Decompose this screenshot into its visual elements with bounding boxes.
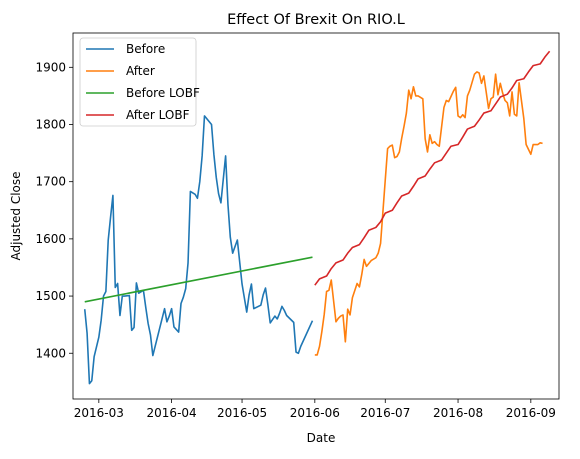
chart-title: Effect Of Brexit On RIO.L bbox=[227, 12, 405, 28]
legend-label-before-lobf: Before LOBF bbox=[126, 86, 200, 100]
plot-lines bbox=[83, 50, 551, 385]
y-tick-label: 1600 bbox=[35, 232, 66, 246]
y-tick-label: 1700 bbox=[35, 175, 66, 189]
series-line-before bbox=[83, 115, 314, 385]
series-line-before-lobf bbox=[84, 256, 313, 303]
y-axis-ticks: 1400 1500 1600 1700 1800 1900 bbox=[35, 60, 73, 360]
y-tick-label: 1900 bbox=[35, 60, 66, 74]
y-tick-label: 1400 bbox=[35, 346, 66, 360]
legend-label-before: Before bbox=[126, 42, 165, 56]
legend: Before After Before LOBF After LOBF bbox=[79, 37, 200, 127]
x-tick-label: 2016-04 bbox=[147, 406, 197, 420]
legend-box bbox=[79, 37, 197, 127]
x-tick-label: 2016-06 bbox=[290, 406, 340, 420]
y-axis-label: Adjusted Close bbox=[9, 171, 23, 260]
series-line-after-lobf bbox=[314, 50, 551, 286]
x-tick-label: 2016-08 bbox=[433, 406, 483, 420]
x-tick-label: 2016-03 bbox=[74, 406, 124, 420]
legend-label-after-lobf: After LOBF bbox=[126, 108, 190, 122]
axes-frame bbox=[72, 32, 560, 400]
legend-label-after: After bbox=[126, 64, 155, 78]
x-axis-label: Date bbox=[307, 431, 336, 445]
x-tick-label: 2016-07 bbox=[360, 406, 410, 420]
y-tick-label: 1500 bbox=[35, 289, 66, 303]
series-line-after bbox=[314, 71, 543, 356]
x-axis-ticks: 2016-03 2016-04 2016-05 2016-06 2016-07 2016-… bbox=[74, 399, 556, 420]
y-tick-label: 1800 bbox=[35, 118, 66, 132]
x-tick-label: 2016-05 bbox=[217, 406, 267, 420]
x-tick-label: 2016-09 bbox=[506, 406, 556, 420]
